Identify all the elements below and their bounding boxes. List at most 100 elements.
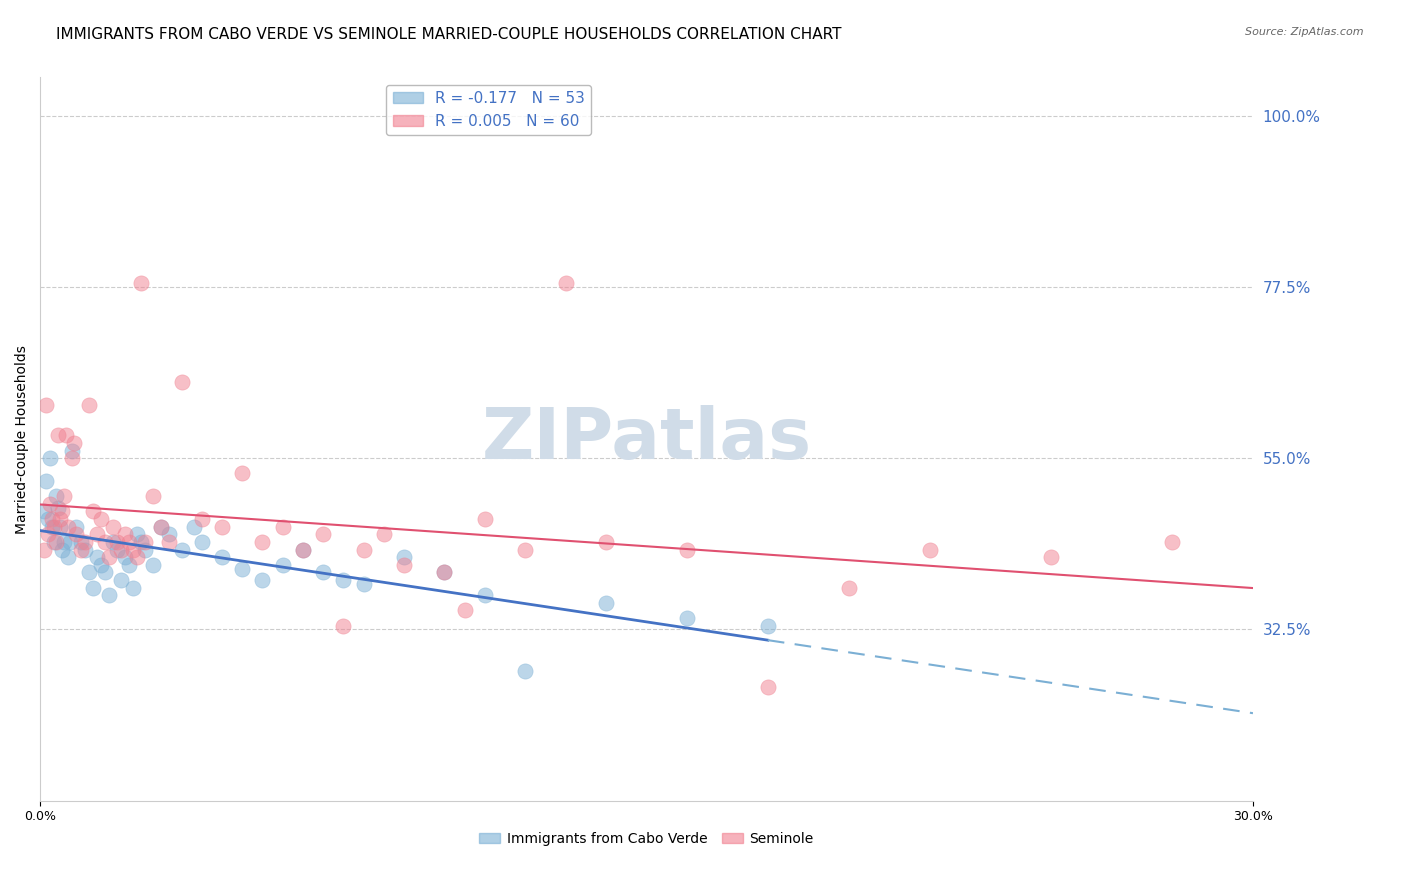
Text: IMMIGRANTS FROM CABO VERDE VS SEMINOLE MARRIED-COUPLE HOUSEHOLDS CORRELATION CHA: IMMIGRANTS FROM CABO VERDE VS SEMINOLE M… bbox=[56, 27, 842, 42]
Point bbox=[252, 534, 274, 549]
Point bbox=[65, 519, 87, 533]
Point bbox=[1161, 534, 1184, 549]
Point bbox=[32, 504, 55, 518]
Point bbox=[211, 519, 233, 533]
Point bbox=[474, 588, 496, 602]
Point bbox=[55, 428, 77, 442]
Point bbox=[58, 519, 80, 533]
Point bbox=[291, 542, 314, 557]
Point bbox=[73, 534, 96, 549]
Point bbox=[676, 542, 699, 557]
Point bbox=[35, 398, 58, 412]
Point bbox=[170, 542, 193, 557]
Point bbox=[1039, 550, 1062, 565]
Point bbox=[127, 550, 149, 565]
Point bbox=[676, 611, 699, 625]
Point bbox=[373, 527, 395, 541]
Point bbox=[90, 558, 112, 572]
Point bbox=[94, 566, 117, 580]
Point bbox=[191, 512, 214, 526]
Point bbox=[231, 561, 253, 575]
Text: Source: ZipAtlas.com: Source: ZipAtlas.com bbox=[1246, 27, 1364, 37]
Point bbox=[271, 558, 294, 572]
Point bbox=[53, 489, 76, 503]
Point bbox=[159, 527, 181, 541]
Point bbox=[252, 573, 274, 587]
Point bbox=[170, 375, 193, 389]
Point bbox=[114, 550, 136, 565]
Point bbox=[49, 519, 72, 533]
Point bbox=[101, 519, 124, 533]
Point bbox=[110, 573, 132, 587]
Point bbox=[159, 534, 181, 549]
Point bbox=[90, 512, 112, 526]
Point bbox=[918, 542, 941, 557]
Point bbox=[37, 527, 59, 541]
Text: ZIPatlas: ZIPatlas bbox=[481, 405, 811, 474]
Point bbox=[44, 534, 66, 549]
Point bbox=[105, 542, 128, 557]
Point bbox=[77, 398, 100, 412]
Point bbox=[515, 542, 537, 557]
Point bbox=[595, 596, 617, 610]
Point bbox=[41, 512, 63, 526]
Point bbox=[127, 527, 149, 541]
Point bbox=[69, 534, 91, 549]
Point bbox=[69, 542, 91, 557]
Point bbox=[86, 527, 108, 541]
Point bbox=[105, 534, 128, 549]
Point bbox=[51, 504, 73, 518]
Point bbox=[211, 550, 233, 565]
Point bbox=[122, 581, 145, 595]
Point bbox=[114, 527, 136, 541]
Point bbox=[73, 542, 96, 557]
Point bbox=[32, 542, 55, 557]
Point bbox=[77, 566, 100, 580]
Point bbox=[94, 534, 117, 549]
Point bbox=[150, 519, 173, 533]
Point bbox=[134, 542, 156, 557]
Point bbox=[82, 581, 104, 595]
Point bbox=[65, 527, 87, 541]
Point bbox=[595, 534, 617, 549]
Point bbox=[97, 550, 120, 565]
Legend: R = -0.177   N = 53, R = 0.005   N = 60: R = -0.177 N = 53, R = 0.005 N = 60 bbox=[387, 85, 592, 135]
Point bbox=[46, 500, 69, 515]
Point bbox=[183, 519, 205, 533]
Point bbox=[35, 474, 58, 488]
Point bbox=[756, 618, 779, 632]
Point bbox=[97, 588, 120, 602]
Y-axis label: Married-couple Households: Married-couple Households bbox=[15, 344, 30, 533]
Point bbox=[433, 566, 456, 580]
Point bbox=[58, 550, 80, 565]
Point bbox=[231, 467, 253, 481]
Point bbox=[515, 665, 537, 679]
Point bbox=[312, 527, 335, 541]
Point bbox=[134, 534, 156, 549]
Point bbox=[86, 550, 108, 565]
Point bbox=[62, 443, 84, 458]
Point bbox=[433, 566, 456, 580]
Point bbox=[554, 276, 576, 290]
Point bbox=[122, 542, 145, 557]
Point bbox=[82, 504, 104, 518]
Point bbox=[62, 451, 84, 466]
Point bbox=[838, 581, 860, 595]
Point bbox=[45, 489, 67, 503]
Point bbox=[110, 542, 132, 557]
Point bbox=[51, 542, 73, 557]
Point bbox=[118, 558, 141, 572]
Point bbox=[101, 534, 124, 549]
Point bbox=[45, 534, 67, 549]
Point bbox=[59, 534, 82, 549]
Point bbox=[41, 519, 63, 533]
Point bbox=[392, 558, 415, 572]
Point bbox=[291, 542, 314, 557]
Point bbox=[129, 534, 152, 549]
Point bbox=[353, 576, 375, 591]
Point bbox=[44, 519, 66, 533]
Point bbox=[39, 497, 62, 511]
Point bbox=[332, 618, 354, 632]
Point bbox=[474, 512, 496, 526]
Point bbox=[142, 489, 165, 503]
